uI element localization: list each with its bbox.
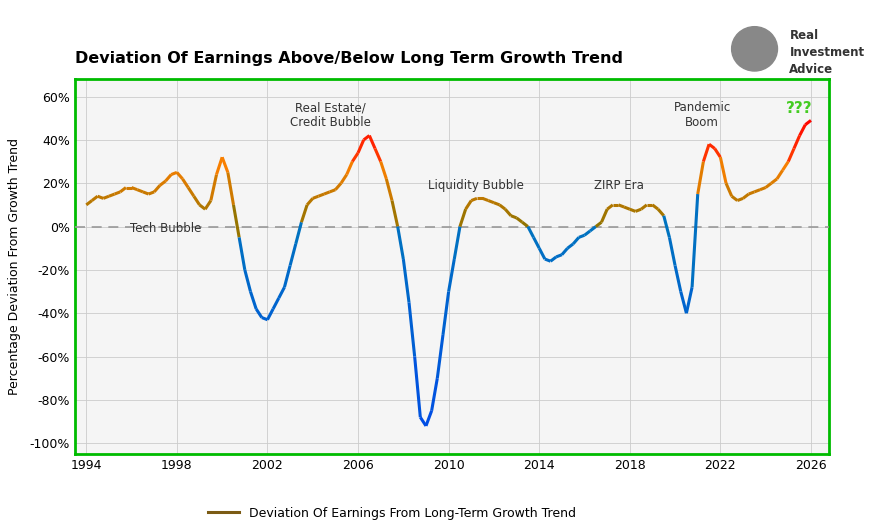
Text: Liquidity Bubble: Liquidity Bubble: [428, 179, 524, 192]
Text: Tech Bubble: Tech Bubble: [130, 222, 201, 235]
Text: Pandemic
Boom: Pandemic Boom: [674, 101, 731, 129]
Circle shape: [731, 27, 778, 71]
Text: Real Estate/
Credit Bubble: Real Estate/ Credit Bubble: [290, 101, 371, 129]
Text: ???: ???: [787, 101, 813, 116]
Text: ZIRP Era: ZIRP Era: [594, 179, 643, 192]
Text: Deviation Of Earnings Above/Below Long Term Growth Trend: Deviation Of Earnings Above/Below Long T…: [75, 51, 623, 66]
Text: Real
Investment
Advice: Real Investment Advice: [789, 29, 864, 76]
Y-axis label: Percentage Deviation From Growth Trend: Percentage Deviation From Growth Trend: [9, 138, 21, 395]
Legend: Deviation Of Earnings From Long-Term Growth Trend: Deviation Of Earnings From Long-Term Gro…: [203, 502, 581, 524]
